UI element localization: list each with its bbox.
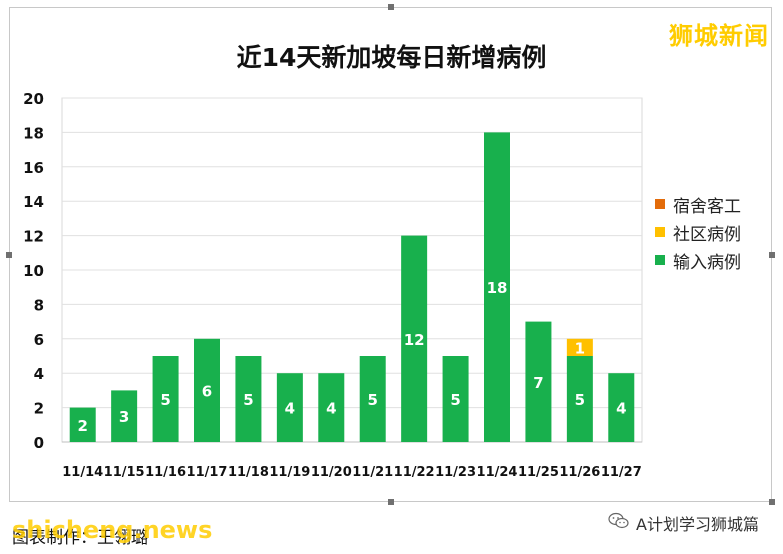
legend-label: 输入病例: [673, 252, 741, 273]
x-tick-label: 11/22: [394, 465, 435, 480]
legend-swatch: [655, 227, 665, 237]
bar: [152, 356, 179, 442]
x-tick-label: 11/26: [559, 465, 600, 480]
data-label: 12: [404, 331, 425, 349]
x-tick-label: 11/15: [104, 465, 145, 480]
x-tick-label: 11/18: [228, 465, 269, 480]
y-tick-label: 18: [23, 124, 44, 142]
legend-label: 宿舍客工: [673, 196, 741, 217]
bar: [608, 373, 635, 442]
y-tick-label: 10: [23, 262, 44, 280]
legend-item: 宿舍客工: [655, 190, 741, 218]
legend-swatch: [655, 255, 665, 265]
data-label: 2: [77, 417, 87, 435]
data-label: 5: [450, 391, 460, 409]
account-watermark: A计划学习狮城篇: [608, 511, 759, 535]
chart-credit: 图表制作：王翎璐: [12, 528, 148, 548]
x-tick-label: 11/14: [62, 465, 103, 480]
wechat-icon: [608, 512, 630, 534]
data-label: 7: [533, 374, 543, 392]
chart-title: 近14天新加坡每日新增病例: [236, 43, 547, 72]
x-tick-label: 11/19: [269, 465, 310, 480]
data-label: 4: [616, 400, 626, 418]
data-label: 5: [575, 391, 585, 409]
y-tick-label: 0: [34, 434, 44, 452]
data-label: 5: [160, 391, 170, 409]
account-name: A计划学习狮城篇: [636, 515, 759, 534]
brand-watermark: shicheng.news: [12, 516, 213, 544]
resize-handle-left[interactable]: [6, 252, 12, 258]
x-tick-label: 11/16: [145, 465, 186, 480]
resize-handle-corner[interactable]: [769, 499, 775, 505]
bar: [359, 356, 386, 442]
data-label: 1: [575, 339, 585, 357]
bar: [566, 356, 593, 442]
y-tick-label: 2: [34, 400, 44, 418]
resize-handle-bottom[interactable]: [388, 499, 394, 505]
legend-item: 输入病例: [655, 246, 741, 274]
x-tick-label: 11/24: [477, 465, 518, 480]
x-tick-label: 11/21: [352, 465, 393, 480]
bar: [235, 356, 262, 442]
bar: [194, 338, 220, 442]
bar: [401, 235, 428, 442]
bar: [318, 373, 345, 442]
bar: [525, 321, 552, 442]
x-tick-label: 11/25: [518, 465, 559, 480]
legend-swatch: [655, 199, 665, 209]
y-tick-label: 16: [23, 159, 44, 177]
x-tick-label: 11/27: [601, 465, 642, 480]
y-tick-label: 4: [34, 365, 44, 383]
data-label: 6: [202, 382, 212, 400]
y-tick-label: 6: [34, 331, 44, 349]
bar: [442, 356, 469, 442]
resize-handle-right[interactable]: [769, 252, 775, 258]
data-label: 4: [285, 400, 295, 418]
bar: [69, 407, 96, 442]
legend-item: 社区病例: [655, 218, 741, 246]
resize-handle-top[interactable]: [388, 4, 394, 10]
y-tick-label: 12: [23, 228, 44, 246]
watermark-logo: 狮城新闻: [669, 22, 769, 50]
y-tick-label: 14: [23, 193, 44, 211]
x-tick-label: 11/23: [435, 465, 476, 480]
data-label: 5: [367, 391, 377, 409]
chart-legend: 宿舍客工社区病例输入病例: [655, 190, 741, 274]
y-tick-label: 20: [23, 90, 44, 108]
y-tick-label: 8: [34, 296, 44, 314]
x-tick-label: 11/20: [311, 465, 352, 480]
data-label: 3: [119, 408, 129, 426]
bar: [566, 338, 593, 356]
bar: [276, 373, 303, 442]
bar: [484, 132, 510, 442]
data-label: 5: [243, 391, 253, 409]
data-label: 18: [487, 279, 508, 297]
legend-label: 社区病例: [673, 224, 741, 245]
x-tick-label: 11/17: [187, 465, 228, 480]
data-label: 4: [326, 400, 336, 418]
bar: [111, 390, 138, 442]
